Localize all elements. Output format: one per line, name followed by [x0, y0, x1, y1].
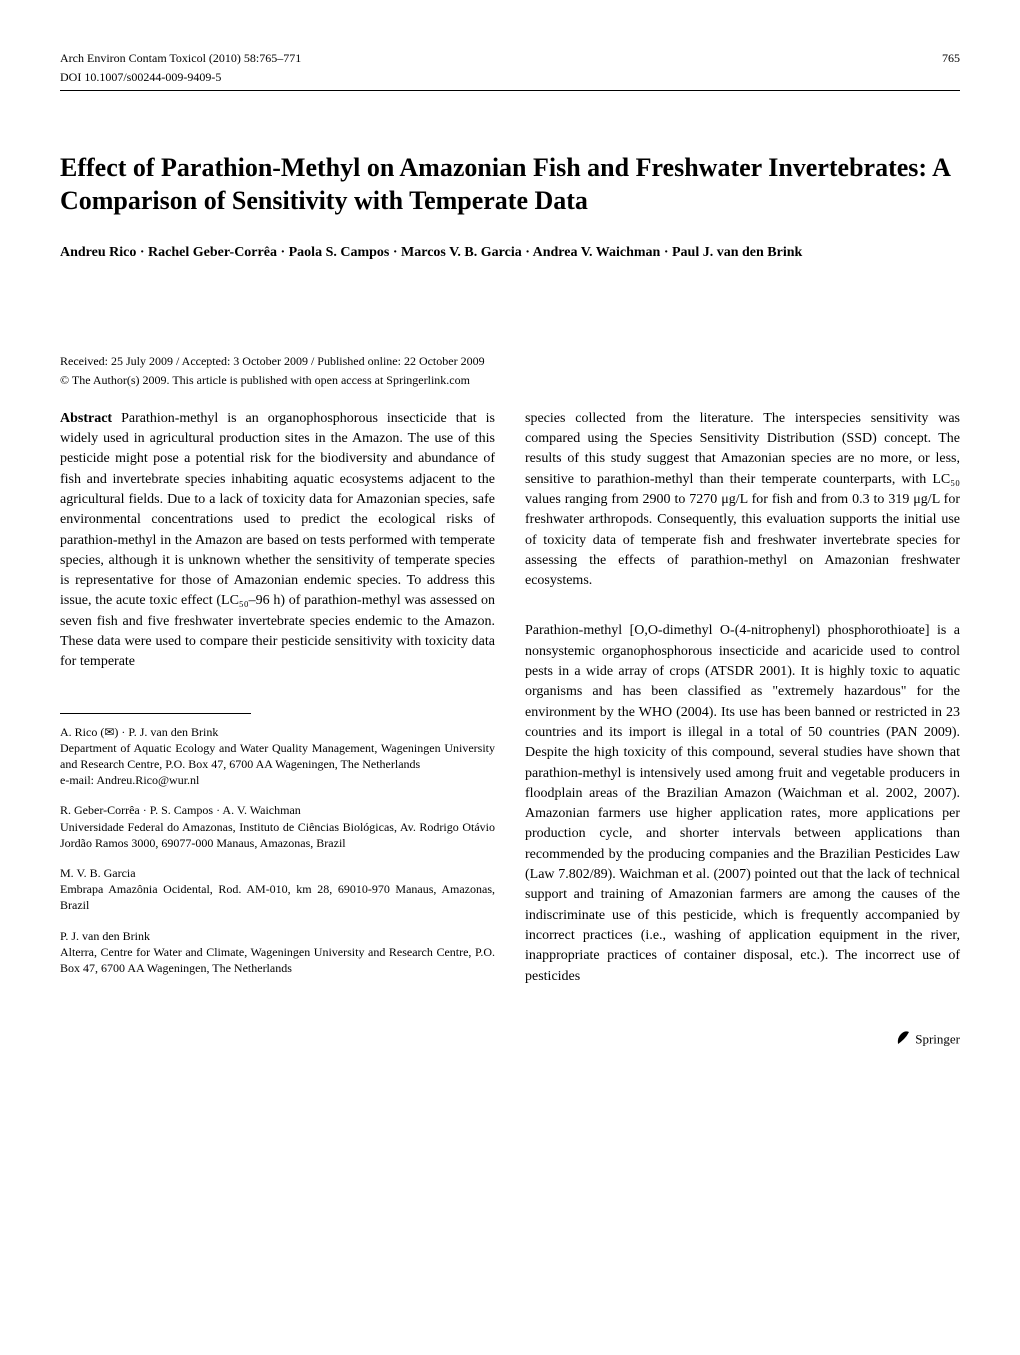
right-column: species collected from the literature. T…	[525, 409, 960, 990]
affiliation-block: P. J. van den Brink Alterra, Centre for …	[60, 928, 495, 977]
abstract-continued: species collected from the literature. T…	[525, 409, 960, 592]
publisher-name: Springer	[915, 1032, 960, 1047]
footer: Springer	[60, 1030, 960, 1051]
affiliation-address: Alterra, Centre for Water and Climate, W…	[60, 945, 495, 975]
article-title: Effect of Parathion-Methyl on Amazonian …	[60, 151, 960, 219]
intro-paragraph: Parathion-methyl [O,O-dimethyl O-(4-nitr…	[525, 621, 960, 986]
affiliations: A. Rico (✉) · P. J. van den Brink Depart…	[60, 713, 495, 976]
abstract-label: Abstract	[60, 411, 112, 426]
affiliation-address: Department of Aquatic Ecology and Water …	[60, 741, 495, 771]
abstract-paragraph: Abstract Parathion-methyl is an organoph…	[60, 409, 495, 673]
affiliation-block: M. V. B. Garcia Embrapa Amazônia Ocident…	[60, 865, 495, 914]
author-list: Andreu Rico · Rachel Geber-Corrêa · Paol…	[60, 242, 960, 263]
two-column-body: Abstract Parathion-methyl is an organoph…	[60, 409, 960, 990]
copyright-line: © The Author(s) 2009. This article is pu…	[60, 372, 960, 389]
page-number: 765	[942, 50, 960, 67]
affiliation-authors: M. V. B. Garcia	[60, 865, 495, 881]
running-header: Arch Environ Contam Toxicol (2010) 58:76…	[60, 50, 960, 67]
affiliation-authors: P. J. van den Brink	[60, 928, 495, 944]
springer-icon	[895, 1030, 911, 1051]
journal-ref: Arch Environ Contam Toxicol (2010) 58:76…	[60, 50, 301, 67]
header-rule	[60, 90, 960, 91]
affiliation-address: Universidade Federal do Amazonas, Instit…	[60, 820, 495, 850]
left-column: Abstract Parathion-methyl is an organoph…	[60, 409, 495, 990]
affiliation-email: e-mail: Andreu.Rico@wur.nl	[60, 773, 199, 787]
affiliation-block: R. Geber-Corrêa · P. S. Campos · A. V. W…	[60, 802, 495, 851]
affiliation-address: Embrapa Amazônia Ocidental, Rod. AM-010,…	[60, 882, 495, 912]
doi: DOI 10.1007/s00244-009-9409-5	[60, 69, 960, 86]
affiliation-rule	[60, 713, 251, 714]
affiliation-block: A. Rico (✉) · P. J. van den Brink Depart…	[60, 724, 495, 789]
affiliation-authors: A. Rico (✉) · P. J. van den Brink	[60, 724, 495, 740]
abstract-text: Parathion-methyl is an organophosphorous…	[60, 411, 495, 670]
affiliation-authors: R. Geber-Corrêa · P. S. Campos · A. V. W…	[60, 802, 495, 818]
article-dates: Received: 25 July 2009 / Accepted: 3 Oct…	[60, 353, 960, 370]
